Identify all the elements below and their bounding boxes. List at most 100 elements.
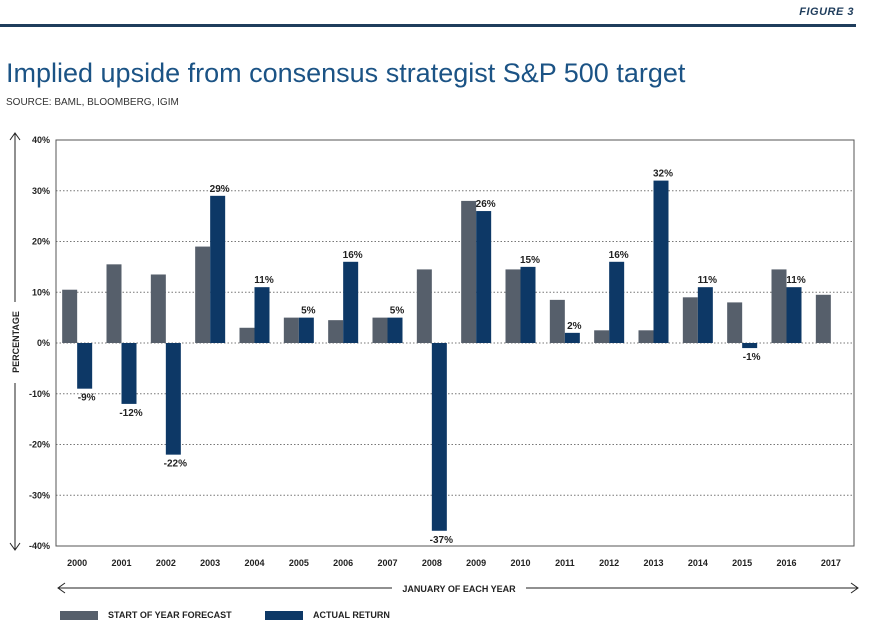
legend-item-forecast: START OF YEAR FORECAST <box>60 610 232 620</box>
forecast-bar <box>638 330 654 343</box>
y-axis-arrowhead-down <box>9 542 21 551</box>
actual-bar <box>254 287 270 343</box>
actual-bar <box>165 343 181 455</box>
x-tick-label: 2017 <box>821 558 841 568</box>
x-axis-arrowhead-left <box>57 582 66 594</box>
forecast-bar <box>150 274 166 343</box>
figure-label: FIGURE 3 <box>799 6 854 18</box>
data-label: -22% <box>164 459 187 470</box>
y-tick-label: -30% <box>29 490 50 500</box>
x-tick-label: 2010 <box>510 558 530 568</box>
actual-bar <box>742 343 758 349</box>
y-tick-label: 10% <box>32 287 50 297</box>
x-tick-label: 2015 <box>732 558 752 568</box>
forecast-bar <box>771 269 787 343</box>
data-labels: -9% -12% -22% 29% 11% 5% 16% 5% -37% 26% 15% 2% 16% 3… <box>78 169 806 546</box>
x-tick-label: 2007 <box>377 558 397 568</box>
x-tick-label: 2001 <box>111 558 131 568</box>
forecast-bar <box>682 297 698 343</box>
actual-bar <box>387 317 403 343</box>
actual-bar <box>121 343 137 404</box>
actual-bar <box>431 343 447 531</box>
y-tick-label: 0% <box>37 338 50 348</box>
data-label: 5% <box>390 306 405 317</box>
data-label: 2% <box>567 321 582 332</box>
x-tick-label: 2000 <box>67 558 87 568</box>
x-axis-label: JANUARY OF EACH YEAR <box>402 584 516 594</box>
x-tick-label: 2016 <box>776 558 796 568</box>
actual-bar <box>298 317 314 343</box>
y-tick-label: -40% <box>29 541 50 551</box>
x-tick-label: 2003 <box>200 558 220 568</box>
forecast-bar <box>505 269 521 343</box>
forecast-bar <box>815 294 831 343</box>
x-tick-label: 2006 <box>333 558 353 568</box>
legend-label-forecast: START OF YEAR FORECAST <box>108 610 232 620</box>
y-tick-label: 40% <box>32 135 50 145</box>
top-rule <box>0 24 856 27</box>
actual-bar <box>476 211 492 343</box>
actual-bar <box>520 266 536 343</box>
y-tick-labels: 40% 30% 20% 10% 0% -10% -20% -30% -40% <box>29 135 50 551</box>
actual-bar <box>210 195 226 343</box>
bars <box>62 180 831 531</box>
legend-item-actual: ACTUAL RETURN <box>265 610 390 620</box>
actual-bar <box>77 343 93 389</box>
data-label: 15% <box>520 255 540 266</box>
actual-bar <box>697 287 713 343</box>
x-tick-label: 2014 <box>688 558 708 568</box>
x-tick-label: 2013 <box>643 558 663 568</box>
data-label: 11% <box>698 275 718 286</box>
data-label: 32% <box>653 169 673 180</box>
forecast-bar <box>594 330 610 343</box>
actual-bar <box>564 332 580 343</box>
y-tick-label: -10% <box>29 389 50 399</box>
data-label: 11% <box>786 275 806 286</box>
data-label: 11% <box>254 275 274 286</box>
data-label: -37% <box>430 535 453 546</box>
forecast-bar <box>106 264 122 343</box>
data-label: 5% <box>301 306 316 317</box>
data-label: -12% <box>119 408 142 419</box>
forecast-bar <box>283 317 299 343</box>
y-axis-label: PERCENTAGE <box>11 311 21 373</box>
x-tick-label: 2005 <box>289 558 309 568</box>
actual-bar <box>343 261 359 343</box>
x-tick-label: 2011 <box>555 558 575 568</box>
chart-title: Implied upside from consensus strategist… <box>6 58 686 88</box>
forecast-bar <box>727 302 743 343</box>
gridlines <box>56 190 854 496</box>
forecast-bar <box>549 299 565 343</box>
x-axis-arrowhead-right <box>850 582 859 594</box>
x-tick-label: 2009 <box>466 558 486 568</box>
x-tick-label: 2002 <box>156 558 176 568</box>
actual-bar <box>609 261 625 343</box>
x-tick-label: 2012 <box>599 558 619 568</box>
legend-label-actual: ACTUAL RETURN <box>313 610 390 620</box>
x-tick-labels: 2000 2001 2002 2003 2004 2005 2006 2007 2008 2009… <box>67 558 841 568</box>
data-label: 26% <box>476 199 496 210</box>
actual-bar <box>653 180 669 343</box>
forecast-bar <box>328 320 344 343</box>
legend-swatch-forecast <box>60 610 98 620</box>
forecast-bar <box>416 269 432 343</box>
forecast-bar <box>195 246 211 343</box>
data-label: -9% <box>78 393 96 404</box>
data-label: -1% <box>743 352 761 363</box>
x-tick-label: 2004 <box>244 558 264 568</box>
forecast-bar <box>239 327 255 343</box>
data-label: 29% <box>210 184 230 195</box>
y-axis-arrowhead-up <box>9 132 21 141</box>
source-note: SOURCE: BAML, BLOOMBERG, IGIM <box>6 97 179 108</box>
forecast-bar <box>461 200 477 343</box>
legend-swatch-actual <box>265 610 303 620</box>
forecast-bar <box>62 289 78 343</box>
data-label: 16% <box>343 250 363 261</box>
data-label: 16% <box>609 250 629 261</box>
actual-bar <box>786 287 802 343</box>
y-tick-label: 20% <box>32 237 50 247</box>
forecast-bar <box>372 317 388 343</box>
y-tick-label: 30% <box>32 186 50 196</box>
y-tick-label: -20% <box>29 440 50 450</box>
